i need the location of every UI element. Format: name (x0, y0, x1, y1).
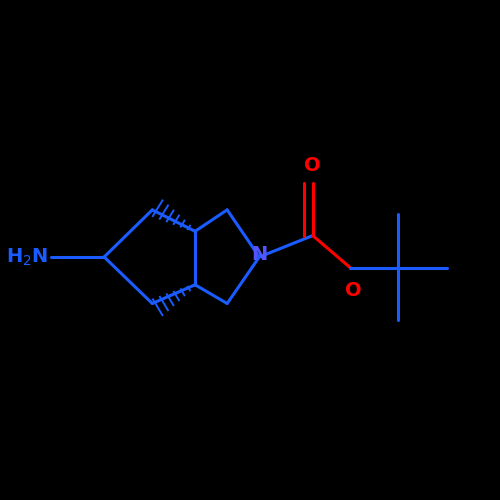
Text: O: O (344, 281, 361, 300)
Text: H$_2$N: H$_2$N (6, 246, 48, 268)
Text: N: N (251, 245, 268, 264)
Text: O: O (304, 156, 321, 175)
